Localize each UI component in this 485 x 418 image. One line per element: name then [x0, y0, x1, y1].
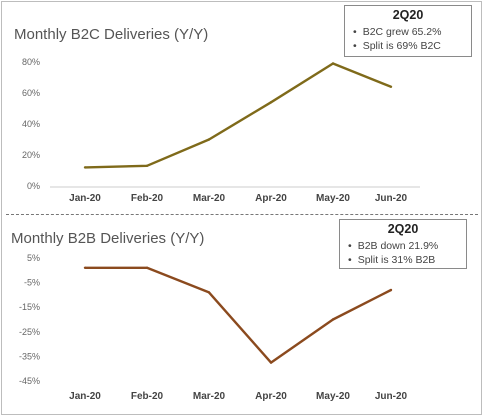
b2b-y-tick-label: -35%: [19, 351, 40, 361]
b2b-x-tick-label: Jan-20: [69, 391, 101, 402]
b2c-chart-title: Monthly B2C Deliveries (Y/Y): [14, 26, 209, 43]
section-divider: [6, 214, 478, 215]
b2b-data-point: [83, 266, 87, 269]
b2c-y-tick-label: 0%: [27, 181, 40, 191]
b2b-x-tick-label: May-20: [316, 391, 350, 402]
b2c-annotation-box: 2Q20 B2C grew 65.2% Split is 69% B2C: [344, 5, 472, 57]
b2b-data-point: [389, 288, 393, 292]
b2b-data-point: [207, 291, 211, 294]
b2b-data-point: [145, 266, 149, 269]
b2b-x-tick-label: Feb-20: [131, 391, 164, 402]
b2b-x-tick-label: Mar-20: [193, 391, 226, 402]
b2c-data-point: [207, 138, 211, 141]
b2c-x-tick-label: Jun-20: [375, 193, 408, 204]
b2c-annotation-heading: 2Q20: [392, 8, 424, 22]
b2b-y-tick-label: -5%: [24, 278, 40, 288]
b2c-x-tick-label: May-20: [316, 193, 350, 204]
b2c-y-tick-label: 40%: [22, 119, 40, 129]
b2c-annotation-bullet: Split is 69% B2C: [345, 39, 471, 53]
b2b-annotation-box: 2Q20 B2B down 21.9% Split is 31% B2B: [339, 219, 467, 269]
b2b-chart-title: Monthly B2B Deliveries (Y/Y): [11, 230, 205, 247]
b2c-x-tick-label: Mar-20: [193, 193, 226, 204]
b2c-y-tick-label: 20%: [22, 150, 40, 160]
b2b-x-tick-label: Apr-20: [255, 391, 287, 402]
b2b-annotation-bullet: B2B down 21.9%: [340, 239, 466, 253]
b2b-data-point: [331, 318, 335, 321]
b2c-x-tick-label: Feb-20: [131, 193, 164, 204]
b2b-x-tick-label: Jun-20: [375, 391, 408, 402]
b2c-data-point: [331, 62, 335, 65]
b2c-y-tick-label: 60%: [22, 88, 40, 98]
b2c-series-line: [84, 62, 392, 169]
b2c-data-point: [269, 101, 273, 104]
b2b-y-tick-label: -45%: [19, 376, 40, 386]
b2c-x-tick-label: Apr-20: [255, 193, 287, 204]
b2c-data-point: [83, 166, 87, 169]
b2c-annotation-bullet: B2C grew 65.2%: [345, 25, 471, 39]
b2b-annotation-heading: 2Q20: [387, 222, 419, 236]
b2b-annotation-bullet: Split is 31% B2B: [340, 253, 466, 267]
b2b-y-tick-label: -25%: [19, 327, 40, 337]
b2c-x-tick-label: Jan-20: [69, 193, 101, 204]
b2b-series-line: [85, 266, 392, 364]
b2b-y-tick-label: 5%: [27, 253, 40, 263]
b2c-y-tick-label: 80%: [22, 57, 40, 67]
b2c-data-point: [389, 85, 393, 89]
b2b-data-point: [269, 361, 273, 364]
b2c-data-point: [145, 164, 149, 167]
b2b-y-tick-label: -15%: [19, 302, 40, 312]
